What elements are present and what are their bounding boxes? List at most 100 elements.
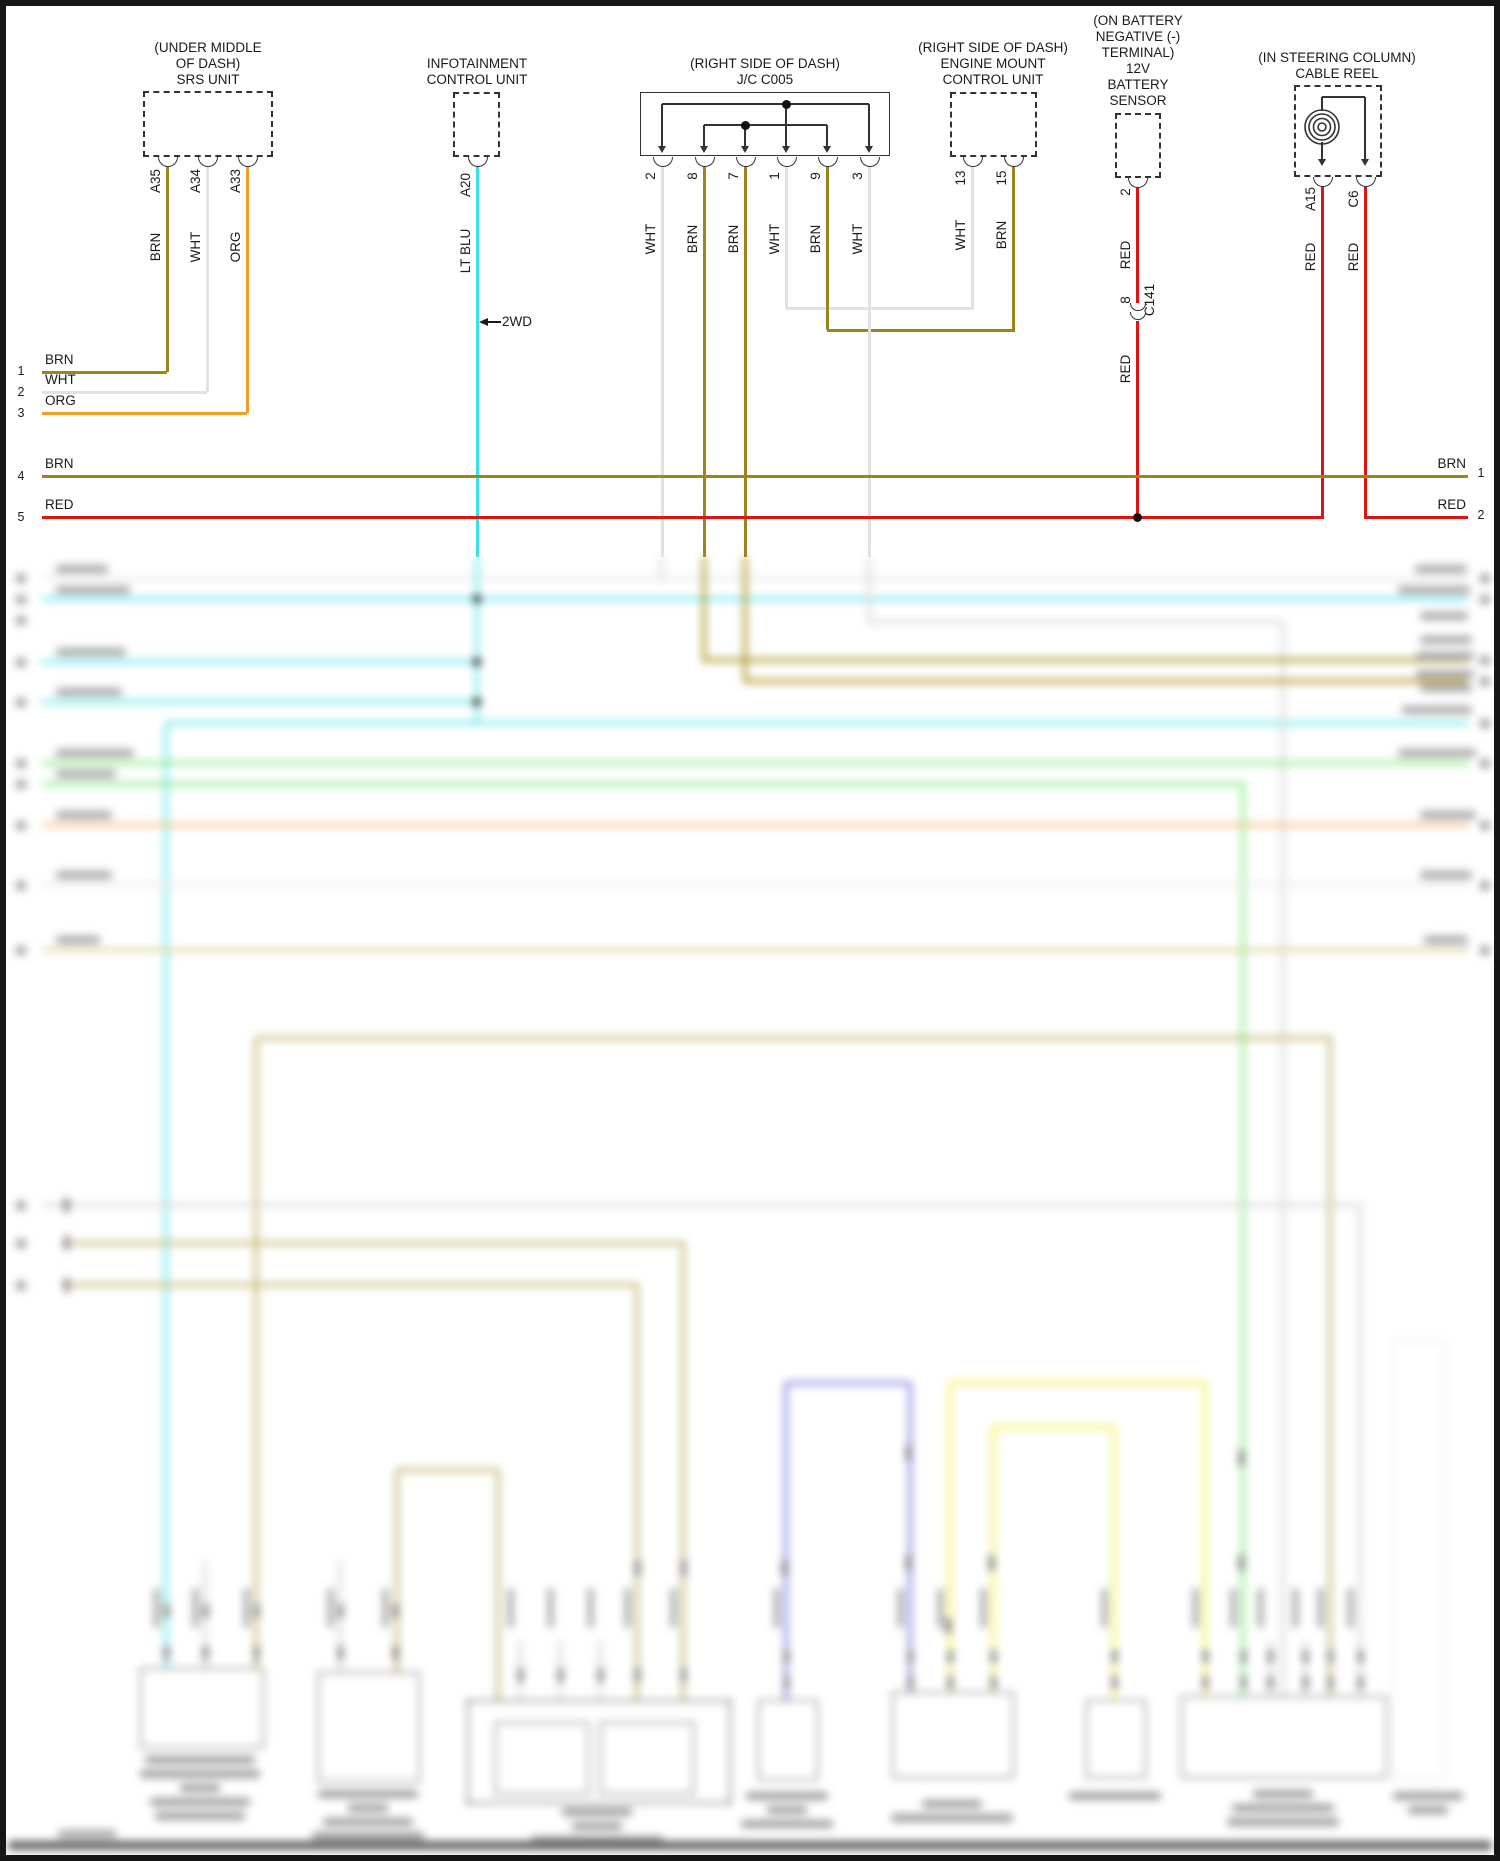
blurred-label [588, 1588, 593, 1628]
junction-dot [781, 99, 791, 109]
blurred-label [891, 1814, 1013, 1822]
blurred-wire [743, 557, 747, 683]
title-line: J/C C005 [736, 72, 794, 87]
blurred-label [155, 1812, 245, 1820]
connector-stub [947, 1676, 953, 1689]
blurred-label [1193, 1588, 1198, 1628]
blurred-wire [164, 723, 168, 1670]
blurred-wire [867, 557, 871, 624]
drive-type-note: 2WD [502, 314, 532, 329]
blurred-wire [908, 1383, 912, 1692]
connector-stub [202, 1604, 208, 1618]
title-line: (UNDER MIDDLE [154, 40, 262, 55]
connector-stub [634, 1668, 640, 1682]
engine-mount-title: (RIGHT SIDE OF DASH) ENGINE MOUNT CONTRO… [873, 40, 1113, 88]
bus-line [1322, 96, 1365, 98]
blurred-wire [1268, 1640, 1272, 1698]
blurred-label [16, 595, 26, 604]
blurred-label [58, 1830, 116, 1838]
row-wire-label: RED [1437, 497, 1466, 512]
wire-segment [1135, 321, 1139, 517]
blurred-component-box [1181, 1696, 1387, 1778]
connector-stub [1202, 1650, 1208, 1663]
blurred-wire [42, 823, 1468, 827]
blurred-label [671, 1588, 676, 1628]
blurred-label [1420, 684, 1472, 692]
blurred-label [383, 1588, 388, 1628]
arrowhead-icon [1317, 159, 1326, 166]
connector-stub [1240, 1676, 1246, 1689]
connector-stub [1238, 1555, 1244, 1571]
connector-stub [63, 1278, 69, 1292]
blurred-label [56, 586, 130, 594]
blurred-label [56, 871, 112, 879]
wire-segment [827, 328, 1013, 332]
blurred-label [16, 821, 26, 830]
row-wire-label: RED [45, 497, 74, 512]
connector-stub [337, 1604, 343, 1618]
blurred-label [16, 881, 26, 890]
blurred-label [922, 1800, 982, 1808]
blurred-wire [786, 1381, 910, 1385]
connector-stub [163, 1646, 169, 1660]
wire-segment [702, 163, 706, 557]
title-line: SENSOR [1109, 93, 1167, 108]
connector-stub [1327, 1650, 1333, 1663]
connector-stub [1202, 1676, 1208, 1689]
blurred-label [140, 1770, 260, 1778]
blurred-wire [1203, 1383, 1207, 1698]
junction-dot [473, 595, 481, 603]
connector-stub [1327, 1676, 1333, 1689]
title-line: 12V [1125, 61, 1151, 76]
blurred-label [741, 1820, 833, 1828]
blurred-label [1416, 652, 1474, 660]
blurred-label [193, 1588, 198, 1628]
blurred-component-box [495, 1722, 589, 1794]
jc-c005-title: (RIGHT SIDE OF DASH) J/C C005 [645, 56, 885, 88]
blurred-wire [1281, 622, 1285, 1700]
junction-dot [473, 698, 481, 706]
connector-stub [990, 1650, 996, 1663]
blurred-label [56, 770, 116, 778]
blurred-label [56, 688, 122, 696]
bus-line [1364, 97, 1366, 159]
blurred-label [318, 1790, 418, 1798]
blurred-label [1227, 1818, 1339, 1826]
title-line: SRS UNIT [176, 72, 240, 87]
wire-segment [1363, 183, 1367, 519]
bus-line [1321, 142, 1323, 159]
connector-stub [781, 1560, 787, 1576]
title-line: ENGINE MOUNT [940, 56, 1046, 71]
blurred-label [16, 1239, 26, 1248]
junction-dot [740, 120, 750, 130]
blurred-wire [1358, 1205, 1362, 1700]
title-line: (IN STEERING COLUMN) [1258, 50, 1416, 65]
title-line: NEGATIVE (-) [1095, 29, 1181, 44]
connector-stub [634, 1560, 640, 1576]
row-wire-label: ORG [45, 393, 76, 408]
connector-stub [1267, 1650, 1273, 1663]
arrowhead-icon [864, 146, 873, 153]
connector-stub [783, 1650, 789, 1663]
blurred-component-box [1393, 1340, 1445, 1778]
blurred-label [312, 1832, 424, 1840]
row-number: 1 [1477, 466, 1485, 480]
connector-stub [680, 1560, 686, 1576]
connector-stub [63, 1236, 69, 1250]
title-line: INFOTAINMENT [426, 56, 528, 71]
connector-stub [202, 1646, 208, 1660]
blurred-wire [1112, 1427, 1116, 1700]
connector-stub [1240, 1650, 1246, 1663]
wire-segment [1011, 163, 1015, 332]
bus-line [703, 125, 705, 146]
blurred-wire [70, 1241, 685, 1245]
blurred-label [1348, 1588, 1353, 1628]
connector-stub [392, 1646, 398, 1660]
blurred-label [328, 1588, 333, 1628]
blurred-label [1424, 936, 1468, 944]
blurred-component-box [318, 1672, 420, 1782]
blurred-label [746, 1792, 828, 1800]
